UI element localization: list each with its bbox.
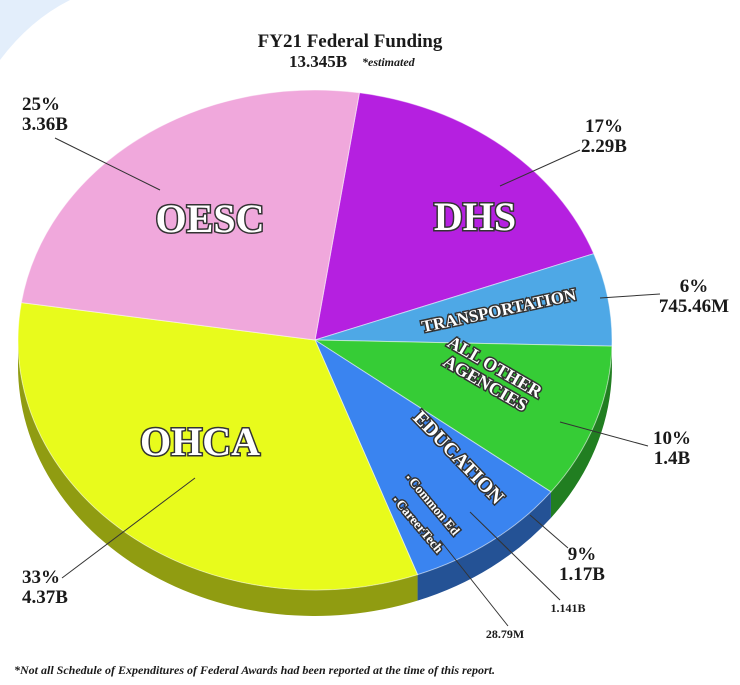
amount-label: 745.46M bbox=[659, 296, 729, 317]
percent-label: 9% bbox=[568, 544, 597, 565]
slice bbox=[313, 338, 552, 576]
leader-line bbox=[61, 477, 196, 579]
leader-line bbox=[469, 511, 561, 601]
leader-line bbox=[559, 421, 649, 447]
slice bbox=[314, 92, 595, 341]
percent-label: 25% bbox=[22, 94, 60, 115]
slice bbox=[313, 339, 613, 493]
chart-title: FY21 Federal Funding bbox=[258, 31, 443, 52]
slice-label: OHCA bbox=[140, 419, 260, 464]
slice-label: OESC bbox=[156, 196, 265, 241]
percent-label: 17% bbox=[585, 116, 623, 137]
percent-label: 33% bbox=[22, 567, 60, 588]
percent-label: 6% bbox=[680, 276, 709, 297]
chart-subtitle: 13.345B bbox=[289, 52, 347, 71]
education-amount: 28.79M bbox=[486, 627, 524, 641]
amount-label: 1.4B bbox=[654, 448, 691, 469]
subtitle-note: *estimated bbox=[362, 55, 416, 69]
amount-label: 1.17B bbox=[559, 564, 605, 585]
corner-decoration bbox=[0, 0, 70, 60]
slice-side bbox=[550, 346, 612, 518]
leader-line bbox=[599, 293, 661, 299]
leader-line bbox=[439, 539, 509, 627]
education-amount: 1.141B bbox=[550, 601, 585, 615]
amount-label: 3.36B bbox=[22, 114, 68, 135]
percent-label: 10% bbox=[653, 428, 691, 449]
footnote: *Not all Schedule of Expenditures of Fed… bbox=[14, 663, 495, 677]
leader-line bbox=[499, 149, 581, 187]
slice-side bbox=[18, 340, 418, 616]
slice bbox=[20, 89, 360, 341]
slice-label: DHS bbox=[434, 194, 516, 239]
slice bbox=[17, 302, 419, 591]
leader-line bbox=[54, 137, 161, 191]
pie-tops bbox=[17, 89, 613, 591]
amount-label: 2.29B bbox=[581, 136, 627, 157]
amount-label: 4.37B bbox=[22, 587, 68, 608]
leader-line bbox=[529, 514, 569, 549]
